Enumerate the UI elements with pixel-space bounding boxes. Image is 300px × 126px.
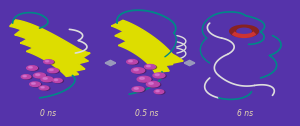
Circle shape [154,90,164,94]
Polygon shape [20,38,85,72]
Circle shape [31,82,42,87]
Circle shape [30,82,40,86]
Circle shape [134,69,138,71]
Circle shape [146,65,150,67]
Text: 0.5 ns: 0.5 ns [135,109,159,118]
Circle shape [39,86,49,90]
Circle shape [137,76,151,82]
Text: 6 ns: 6 ns [238,109,254,118]
Circle shape [133,68,146,74]
Circle shape [41,87,44,88]
Polygon shape [50,44,90,60]
Circle shape [44,60,53,64]
Circle shape [28,67,32,68]
Circle shape [128,60,139,65]
Circle shape [155,74,159,76]
Circle shape [230,25,258,37]
Circle shape [145,65,155,69]
Circle shape [40,86,50,90]
Circle shape [155,90,165,94]
Polygon shape [20,29,81,62]
Circle shape [34,73,46,78]
Polygon shape [26,47,79,76]
Circle shape [48,68,58,73]
Circle shape [45,60,49,62]
Circle shape [131,68,145,73]
Circle shape [133,87,145,92]
Polygon shape [118,41,169,72]
Circle shape [129,60,132,62]
Circle shape [132,87,144,92]
Polygon shape [10,20,82,55]
Circle shape [156,90,159,92]
Polygon shape [15,29,88,65]
Text: 0 ns: 0 ns [40,109,56,118]
Circle shape [237,28,251,34]
Circle shape [32,83,35,84]
Circle shape [35,73,47,78]
Polygon shape [111,20,173,58]
Circle shape [45,60,54,64]
Polygon shape [142,48,183,65]
Polygon shape [115,30,173,67]
Circle shape [148,82,161,87]
Circle shape [42,77,54,82]
Circle shape [43,78,47,79]
Circle shape [53,78,62,82]
Circle shape [138,77,152,83]
Circle shape [54,79,58,81]
Circle shape [21,75,31,79]
Circle shape [36,74,40,76]
Circle shape [140,77,144,79]
Circle shape [146,65,157,69]
Circle shape [50,69,53,71]
Circle shape [146,81,160,87]
Circle shape [28,66,39,71]
Circle shape [127,59,137,64]
Circle shape [154,73,166,78]
Circle shape [22,75,32,79]
Circle shape [27,66,38,70]
Circle shape [153,73,165,78]
Circle shape [149,82,153,84]
Circle shape [23,75,26,77]
Circle shape [41,77,53,82]
Circle shape [49,69,59,73]
Circle shape [134,88,138,89]
Circle shape [54,79,63,83]
